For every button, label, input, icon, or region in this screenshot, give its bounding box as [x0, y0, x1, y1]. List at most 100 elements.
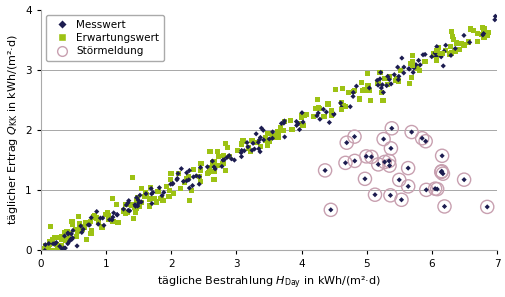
Messwert [166, 182, 174, 187]
Messwert [432, 44, 440, 49]
Messwert [192, 173, 200, 178]
Messwert [248, 141, 257, 146]
Messwert [203, 165, 211, 169]
Erwartungswert [271, 133, 279, 138]
Messwert [336, 101, 344, 105]
Messwert [372, 78, 380, 83]
Messwert [420, 52, 428, 57]
Erwartungswert [408, 53, 416, 58]
Messwert [459, 33, 467, 38]
Störmeldung [482, 205, 490, 209]
Erwartungswert [452, 41, 460, 45]
Erwartungswert [348, 89, 357, 94]
Erwartungswert [274, 135, 282, 139]
Störmeldung [430, 186, 438, 191]
Erwartungswert [448, 37, 457, 42]
Messwert [230, 158, 238, 162]
Point [407, 130, 415, 135]
Messwert [312, 113, 320, 118]
Messwert [84, 222, 92, 227]
Messwert [173, 177, 181, 182]
Messwert [393, 65, 401, 69]
Störmeldung [379, 137, 387, 141]
Messwert [386, 82, 394, 86]
Messwert [99, 223, 108, 228]
Erwartungswert [87, 228, 95, 233]
Erwartungswert [86, 219, 94, 224]
Erwartungswert [68, 219, 76, 224]
Erwartungswert [340, 104, 348, 109]
Störmeldung [387, 126, 395, 131]
Point [466, 27, 474, 31]
Messwert [268, 129, 276, 134]
Messwert [243, 145, 251, 149]
Erwartungswert [447, 29, 455, 34]
Erwartungswert [76, 221, 84, 226]
Erwartungswert [129, 216, 137, 220]
Erwartungswert [109, 219, 117, 224]
Messwert [436, 54, 444, 59]
Erwartungswert [446, 51, 454, 56]
Erwartungswert [265, 140, 273, 144]
Messwert [345, 104, 353, 109]
Messwert [110, 211, 118, 215]
Point [437, 169, 445, 174]
Erwartungswert [64, 236, 72, 241]
Messwert [383, 74, 391, 79]
Messwert [279, 121, 287, 125]
Erwartungswert [395, 68, 403, 73]
Point [362, 154, 370, 159]
Erwartungswert [150, 196, 158, 201]
Point [420, 59, 428, 64]
Messwert [259, 128, 267, 133]
Erwartungswert [180, 181, 188, 185]
Messwert [218, 164, 226, 169]
Erwartungswert [446, 50, 454, 55]
Point [341, 160, 349, 165]
Messwert [240, 148, 248, 153]
Erwartungswert [309, 114, 317, 119]
Messwert [147, 201, 156, 206]
Messwert [251, 132, 260, 136]
Störmeldung [439, 204, 447, 209]
Messwert [237, 148, 245, 153]
Point [387, 126, 395, 131]
Erwartungswert [46, 224, 54, 228]
Erwartungswert [174, 171, 182, 176]
Störmeldung [396, 198, 405, 202]
Erwartungswert [68, 222, 76, 227]
Erwartungswert [301, 112, 310, 117]
Erwartungswert [65, 231, 73, 236]
Erwartungswert [364, 88, 372, 93]
Erwartungswert [295, 121, 304, 126]
Erwartungswert [63, 229, 71, 234]
Erwartungswert [243, 146, 251, 151]
Messwert [113, 213, 121, 217]
Erwartungswert [344, 90, 352, 94]
Messwert [237, 150, 245, 155]
Messwert [64, 241, 72, 246]
Messwert [73, 244, 81, 248]
Messwert [277, 121, 285, 126]
Erwartungswert [297, 113, 306, 118]
Point [379, 137, 387, 141]
Erwartungswert [103, 211, 111, 215]
Erwartungswert [268, 133, 276, 138]
Messwert [227, 157, 235, 161]
Erwartungswert [187, 188, 195, 192]
Erwartungswert [121, 211, 129, 216]
Erwartungswert [105, 217, 113, 221]
Messwert [490, 14, 498, 19]
Störmeldung [384, 159, 392, 163]
Erwartungswert [73, 230, 81, 234]
Messwert [131, 204, 139, 208]
Point [326, 207, 334, 212]
Erwartungswert [298, 124, 307, 128]
Erwartungswert [406, 61, 414, 66]
Point [439, 204, 447, 209]
Erwartungswert [94, 219, 103, 224]
Erwartungswert [261, 135, 269, 140]
Messwert [298, 120, 307, 124]
Point [421, 139, 429, 144]
Point [430, 186, 438, 191]
